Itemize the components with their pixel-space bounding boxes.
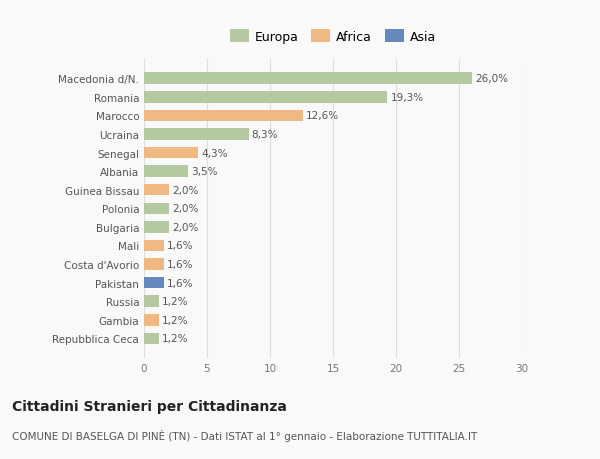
Legend: Europa, Africa, Asia: Europa, Africa, Asia	[230, 30, 436, 44]
Bar	[144, 73, 472, 85]
Bar	[144, 110, 303, 122]
Bar	[144, 296, 159, 308]
Text: 1,2%: 1,2%	[162, 315, 189, 325]
Text: 1,6%: 1,6%	[167, 259, 194, 269]
Text: 2,0%: 2,0%	[172, 223, 199, 232]
Bar	[144, 277, 164, 289]
Bar	[144, 333, 159, 344]
Text: 2,0%: 2,0%	[172, 185, 199, 195]
Text: 1,2%: 1,2%	[162, 334, 189, 344]
Bar	[144, 259, 164, 270]
Bar	[144, 92, 387, 103]
Text: 26,0%: 26,0%	[475, 74, 508, 84]
Bar	[144, 166, 188, 178]
Bar	[144, 222, 169, 233]
Text: 4,3%: 4,3%	[202, 148, 228, 158]
Text: 1,6%: 1,6%	[167, 241, 194, 251]
Text: 1,6%: 1,6%	[167, 278, 194, 288]
Text: 19,3%: 19,3%	[391, 93, 424, 102]
Text: 8,3%: 8,3%	[252, 129, 278, 140]
Text: COMUNE DI BASELGA DI PINÈ (TN) - Dati ISTAT al 1° gennaio - Elaborazione TUTTITA: COMUNE DI BASELGA DI PINÈ (TN) - Dati IS…	[12, 429, 477, 441]
Bar	[144, 185, 169, 196]
Bar	[144, 240, 164, 252]
Text: 12,6%: 12,6%	[306, 111, 339, 121]
Text: Cittadini Stranieri per Cittadinanza: Cittadini Stranieri per Cittadinanza	[12, 399, 287, 413]
Bar	[144, 129, 248, 140]
Text: 1,2%: 1,2%	[162, 297, 189, 307]
Text: 3,5%: 3,5%	[191, 167, 218, 177]
Bar	[144, 314, 159, 326]
Text: 2,0%: 2,0%	[172, 204, 199, 214]
Bar	[144, 203, 169, 215]
Bar	[144, 147, 198, 159]
